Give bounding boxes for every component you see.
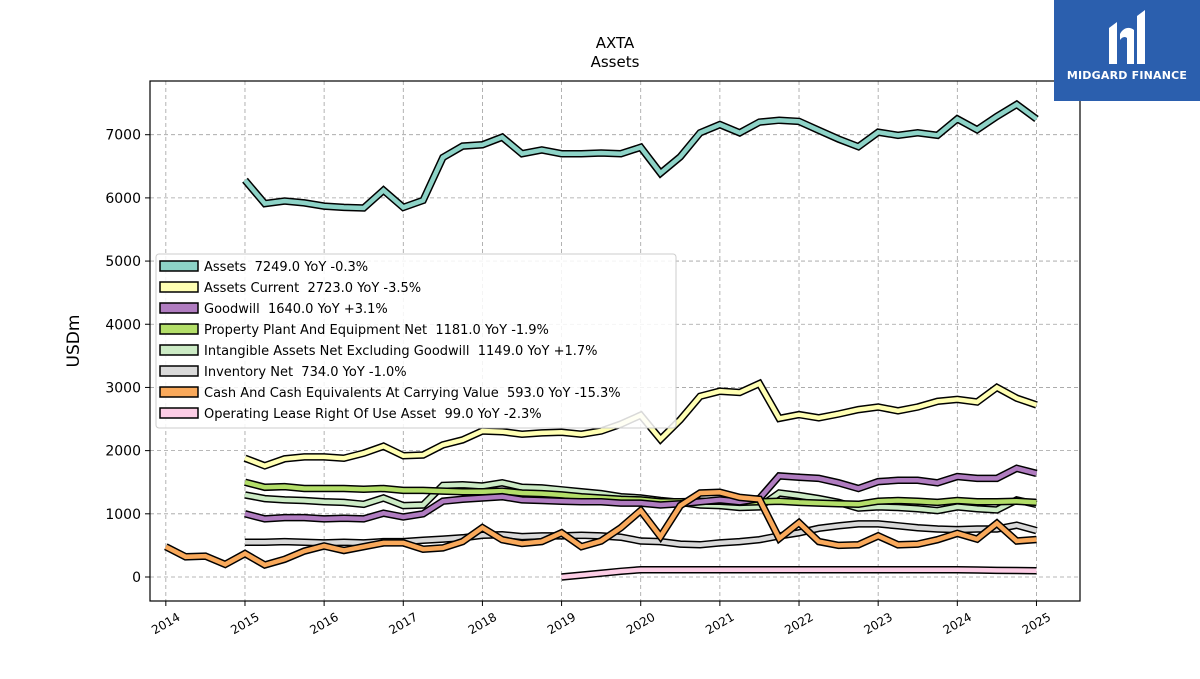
y-tick-label: 7000 <box>105 128 141 144</box>
x-tick-label: 2020 <box>624 610 657 637</box>
legend: Assets 7249.0 YoY -0.3% Assets Current 27… <box>155 253 677 429</box>
legend-swatch <box>159 323 199 335</box>
legend-label: Property Plant And Equipment Net 1181.0 … <box>204 323 549 338</box>
x-tick-label: 2015 <box>228 610 261 637</box>
legend-label: Operating Lease Right Of Use Asset 99.0 … <box>204 407 542 422</box>
legend-swatch <box>159 302 199 314</box>
legend-swatch <box>159 386 199 398</box>
x-tick-label: 2023 <box>861 610 894 637</box>
y-tick-label: 5000 <box>105 254 141 270</box>
series-goodwill <box>244 464 1038 523</box>
legend-item: Intangible Assets Net Excluding Goodwill… <box>159 344 598 359</box>
legend-item: Goodwill 1640.0 YoY +3.1% <box>159 302 388 317</box>
legend-item: Operating Lease Right Of Use Asset 99.0 … <box>159 407 542 422</box>
x-tick-label: 2021 <box>703 610 736 637</box>
series-line <box>243 101 1038 211</box>
legend-swatch <box>159 344 199 356</box>
x-tick-label: 2018 <box>466 610 499 637</box>
plot-frame <box>149 80 1081 602</box>
legend-swatch <box>159 407 199 419</box>
brand-name: MIDGARD FINANCE <box>1066 69 1188 82</box>
legend-item: Inventory Net 734.0 YoY -1.0% <box>159 365 407 380</box>
y-tick-label: 6000 <box>105 191 141 207</box>
series-assets <box>242 99 1039 212</box>
x-tick-label: 2024 <box>941 610 974 637</box>
legend-label: Inventory Net 734.0 YoY -1.0% <box>204 365 407 380</box>
series-line <box>244 465 1038 522</box>
series-cash-and-cash-equivalents-at-carrying-value <box>164 488 1037 570</box>
legend-label: Goodwill 1640.0 YoY +3.1% <box>204 302 388 317</box>
legend-swatch <box>159 260 199 272</box>
legend-label: Assets 7249.0 YoY -0.3% <box>204 260 368 275</box>
legend-swatch <box>159 281 199 293</box>
legend-swatch <box>159 365 199 377</box>
series-lines <box>164 99 1039 581</box>
series-operating-lease-right-of-use-asset <box>561 565 1037 581</box>
legend-item: Assets Current 2723.0 YoY -3.5% <box>159 281 421 296</box>
x-tick-label: 2022 <box>782 610 815 637</box>
x-tick-label: 2019 <box>545 610 578 637</box>
y-tick-label: 2000 <box>105 444 141 460</box>
legend-box <box>155 253 677 429</box>
legend-label: Cash And Cash Equivalents At Carrying Va… <box>204 386 621 401</box>
y-tick-label: 4000 <box>105 317 141 333</box>
chart-title: AXTA <box>596 34 635 52</box>
x-tick-label: 2014 <box>149 610 182 637</box>
legend-label: Assets Current 2723.0 YoY -3.5% <box>204 281 421 296</box>
x-tick-label: 2017 <box>387 610 420 637</box>
chart-subtitle: Assets <box>591 53 640 71</box>
brand-logo: MIDGARD FINANCE <box>1054 0 1200 101</box>
legend-item: Assets 7249.0 YoY -0.3% <box>159 260 368 275</box>
y-tick-label: 1000 <box>105 507 141 523</box>
legend-item: Property Plant And Equipment Net 1181.0 … <box>159 323 549 338</box>
y-tick-label: 3000 <box>105 380 141 396</box>
series-line <box>561 567 1037 580</box>
x-tick-label: 2025 <box>1020 610 1053 637</box>
brand-logo-icon <box>1109 10 1145 64</box>
y-tick-label: 0 <box>132 570 141 586</box>
legend-label: Intangible Assets Net Excluding Goodwill… <box>204 344 598 359</box>
x-tick-label: 2016 <box>307 610 340 637</box>
series-line <box>164 490 1037 568</box>
y-axis-label: USDm <box>64 315 84 368</box>
legend-item: Cash And Cash Equivalents At Carrying Va… <box>159 386 621 401</box>
